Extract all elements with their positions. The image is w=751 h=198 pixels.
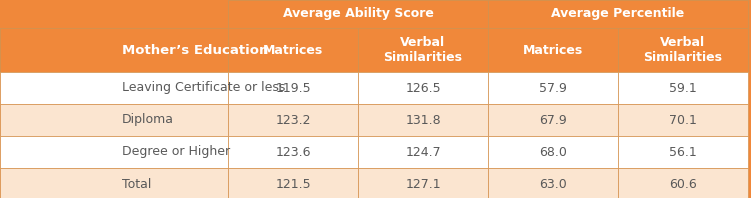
- Text: Mother’s Education: Mother’s Education: [122, 44, 268, 56]
- Text: Verbal
Similarities: Verbal Similarities: [384, 36, 463, 64]
- Bar: [228, 72, 358, 104]
- Text: 123.6: 123.6: [276, 146, 311, 159]
- Bar: [0, 104, 228, 136]
- Bar: [618, 168, 748, 198]
- Text: Leaving Certificate or less: Leaving Certificate or less: [122, 82, 285, 94]
- Text: 124.7: 124.7: [406, 146, 441, 159]
- Text: Total: Total: [122, 177, 152, 190]
- Text: Diploma: Diploma: [122, 113, 174, 127]
- Text: 127.1: 127.1: [406, 177, 441, 190]
- Text: Matrices: Matrices: [523, 44, 583, 56]
- Text: 70.1: 70.1: [669, 113, 697, 127]
- Text: 126.5: 126.5: [406, 82, 441, 94]
- Bar: [488, 28, 618, 72]
- Bar: [358, 72, 488, 104]
- Bar: [228, 104, 358, 136]
- Bar: [0, 28, 228, 72]
- Bar: [618, 104, 748, 136]
- Text: Average Percentile: Average Percentile: [551, 8, 685, 21]
- Bar: [228, 136, 358, 168]
- Bar: [0, 136, 228, 168]
- Text: 57.9: 57.9: [539, 82, 567, 94]
- Text: 59.1: 59.1: [669, 82, 697, 94]
- Text: 56.1: 56.1: [669, 146, 697, 159]
- Text: Matrices: Matrices: [263, 44, 323, 56]
- Text: Degree or Higher: Degree or Higher: [122, 146, 230, 159]
- Bar: [358, 28, 488, 72]
- Bar: [0, 168, 228, 198]
- Bar: [228, 28, 358, 72]
- Bar: [618, 28, 748, 72]
- Bar: [618, 72, 748, 104]
- Bar: [488, 136, 618, 168]
- Bar: [0, 0, 228, 28]
- Text: 119.5: 119.5: [275, 82, 311, 94]
- Text: 121.5: 121.5: [275, 177, 311, 190]
- Bar: [228, 168, 358, 198]
- Text: 67.9: 67.9: [539, 113, 567, 127]
- Text: 131.8: 131.8: [406, 113, 441, 127]
- Bar: [488, 0, 748, 28]
- Bar: [358, 168, 488, 198]
- Text: Verbal
Similarities: Verbal Similarities: [644, 36, 722, 64]
- Bar: [618, 136, 748, 168]
- Text: 68.0: 68.0: [539, 146, 567, 159]
- Text: Average Ability Score: Average Ability Score: [282, 8, 433, 21]
- Text: 63.0: 63.0: [539, 177, 567, 190]
- Bar: [488, 72, 618, 104]
- Text: 123.2: 123.2: [276, 113, 311, 127]
- Bar: [358, 136, 488, 168]
- Bar: [488, 168, 618, 198]
- Bar: [488, 104, 618, 136]
- Bar: [358, 104, 488, 136]
- Bar: [228, 0, 488, 28]
- Text: 60.6: 60.6: [669, 177, 697, 190]
- Bar: [0, 72, 228, 104]
